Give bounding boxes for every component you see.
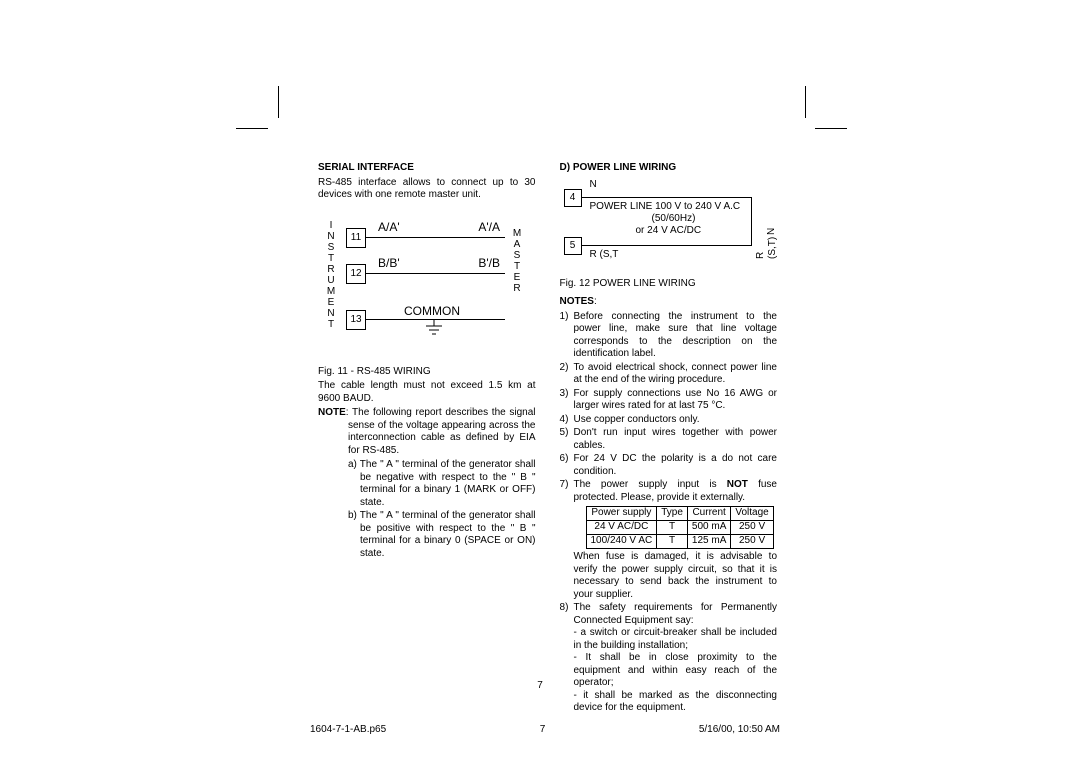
- note-8: The safety requirements for Permanently …: [574, 602, 778, 715]
- left-column: SERIAL INTERFACE RS-485 interface allows…: [318, 162, 536, 716]
- after-table-text: When fuse is damaged, it is advisable to…: [574, 551, 778, 601]
- signal-b-right: B'/B: [478, 256, 500, 271]
- terminal-4: 4: [564, 189, 582, 207]
- rs485-wiring-diagram: INSTRUMENT MASTER 11 12 13 A/A' A'/A B/B…: [324, 210, 524, 360]
- wire: [365, 237, 505, 238]
- notes-heading: NOTES: [560, 296, 594, 307]
- wire: [751, 197, 752, 246]
- fig11-caption: Fig. 11 - RS-485 WIRING: [318, 366, 536, 379]
- crop-mark: [236, 128, 268, 129]
- terminal-12: 12: [346, 264, 366, 284]
- fuse-cell: 24 V AC/DC: [586, 521, 657, 535]
- signal-a-right: A'/A: [478, 220, 500, 235]
- footer-timestamp: 5/16/00, 10:50 AM: [699, 724, 780, 735]
- crop-mark: [805, 86, 806, 118]
- r-st-label: R (S,T: [590, 249, 619, 261]
- fuse-th: Current: [687, 507, 730, 521]
- signal-b-left: B/B': [378, 256, 400, 271]
- fuse-cell: 100/240 V AC: [586, 535, 657, 549]
- fuse-cell: 250 V: [731, 521, 773, 535]
- page-footer: 1604-7-1-AB.p65 7 5/16/00, 10:50 AM: [310, 724, 780, 735]
- common-label: COMMON: [404, 304, 460, 319]
- fuse-table: Power supply Type Current Voltage 24 V A…: [586, 506, 774, 549]
- note-4: Use copper conductors only.: [574, 414, 778, 427]
- n-label: N: [590, 179, 597, 191]
- fuse-th: Power supply: [586, 507, 657, 521]
- fuse-th: Voltage: [731, 507, 773, 521]
- page: SERIAL INTERFACE RS-485 interface allows…: [0, 0, 1080, 763]
- footer-page: 7: [540, 724, 546, 735]
- note8-lead: The safety requirements for Permanently …: [574, 602, 778, 626]
- serial-interface-heading: SERIAL INTERFACE: [318, 162, 536, 175]
- fig12-caption: Fig. 12 POWER LINE WIRING: [560, 278, 778, 291]
- terminal-13: 13: [346, 310, 366, 330]
- signal-a-left: A/A': [378, 220, 400, 235]
- power-line-diagram: 4 5 N POWER LINE 100 V to 240 V A.C (50/…: [560, 179, 775, 274]
- fuse-cell: 125 mA: [687, 535, 730, 549]
- cable-length-note: The cable length must not exceed 1.5 km …: [318, 380, 536, 405]
- note8-item-3: - it shall be marked as the disconnectin…: [574, 690, 778, 715]
- note-2: To avoid electrical shock, connect power…: [574, 362, 778, 387]
- fuse-cell: 500 mA: [687, 521, 730, 535]
- side-n-label: N: [766, 227, 778, 234]
- terminal-11: 11: [346, 228, 366, 248]
- note-sub-b: b) The " A " terminal of the generator s…: [318, 510, 536, 560]
- instrument-label: INSTRUMENT: [326, 220, 336, 330]
- power-line-text1: POWER LINE 100 V to 240 V A.C: [590, 201, 741, 213]
- notes-list: Before connecting the instrument to the …: [560, 311, 778, 715]
- wire: [582, 197, 752, 198]
- ground-icon: [424, 320, 444, 340]
- note-sub-a: a) The " A " terminal of the generator s…: [318, 459, 536, 509]
- crop-mark: [278, 86, 279, 118]
- note-body-text: : The following report describes the sig…: [346, 407, 536, 456]
- side-rst-label: R (S,T): [755, 236, 778, 258]
- fuse-cell: 250 V: [731, 535, 773, 549]
- note-1: Before connecting the instrument to the …: [574, 311, 778, 361]
- note-5: Don't run input wires together with powe…: [574, 427, 778, 452]
- terminal-5: 5: [564, 237, 582, 255]
- footer-filename: 1604-7-1-AB.p65: [310, 724, 386, 735]
- wire: [365, 273, 505, 274]
- power-line-text2: (50/60Hz): [652, 213, 696, 225]
- note8-item-1: - a switch or circuit-breaker shall be i…: [574, 627, 778, 652]
- fuse-cell: T: [657, 535, 688, 549]
- master-label: MASTER: [512, 228, 522, 294]
- note-6: For 24 V DC the polarity is a do not car…: [574, 453, 778, 478]
- note-3: For supply connections use No 16 AWG or …: [574, 388, 778, 413]
- crop-mark: [815, 128, 847, 129]
- wire: [582, 245, 752, 246]
- serial-intro-text: RS-485 interface allows to connect up to…: [318, 177, 536, 202]
- right-column: D) POWER LINE WIRING 4 5 N POWER LINE 10…: [560, 162, 778, 716]
- content-columns: SERIAL INTERFACE RS-485 interface allows…: [318, 162, 777, 716]
- note-label: NOTE: [318, 407, 346, 418]
- power-line-text3: or 24 V AC/DC: [636, 225, 702, 237]
- power-wiring-heading: D) POWER LINE WIRING: [560, 162, 778, 175]
- note-7: The power supply input is NOT fuse prote…: [574, 479, 778, 601]
- inner-page-number: 7: [0, 680, 1080, 691]
- note-main: NOTE: The following report describes the…: [318, 407, 536, 457]
- fuse-th: Type: [657, 507, 688, 521]
- fuse-cell: T: [657, 521, 688, 535]
